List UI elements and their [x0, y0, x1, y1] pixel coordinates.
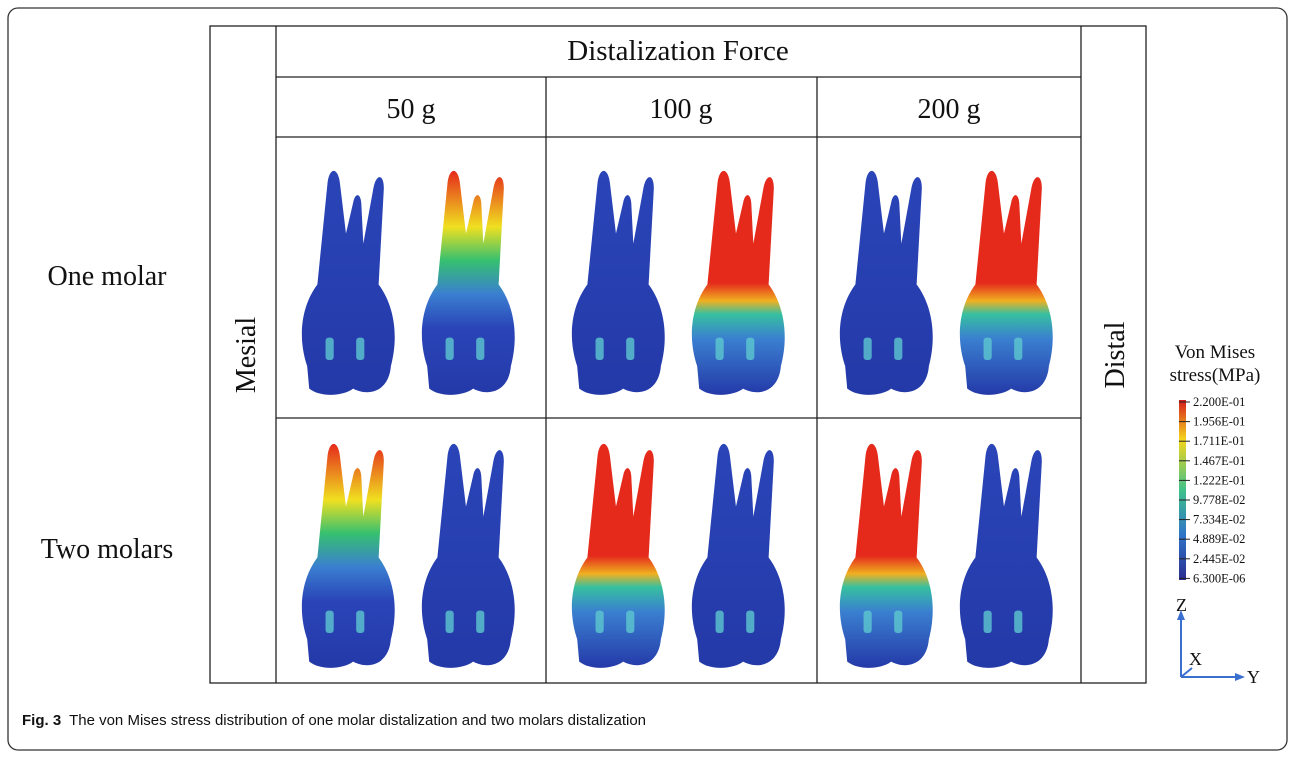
caption-label: Fig. 3	[22, 712, 61, 729]
caption: Fig. 3 The von Mises stress distribution…	[22, 712, 646, 729]
tooth	[572, 444, 665, 668]
axis-label: Z	[1176, 595, 1187, 615]
colorbar-label: 1.222E-01	[1193, 473, 1245, 487]
axis-label: Y	[1247, 667, 1260, 687]
column-header: 200 g	[918, 94, 981, 125]
colorbar-label: 2.200E-01	[1193, 395, 1245, 409]
colorbar-label: 1.467E-01	[1193, 454, 1245, 468]
axes-icon	[1177, 610, 1245, 681]
left-label: Mesial	[231, 317, 262, 393]
axis-label: X	[1189, 649, 1202, 669]
column-header: 100 g	[650, 94, 713, 125]
table-header: Distalization Force	[567, 35, 788, 67]
tooth-images	[302, 171, 1053, 668]
tooth	[302, 171, 395, 395]
colorbar-label: 2.445E-02	[1193, 552, 1245, 566]
legend-title: stress(MPa)	[1170, 365, 1261, 386]
colorbar-label: 6.300E-06	[1193, 571, 1245, 585]
column-header: 50 g	[387, 94, 436, 125]
colorbar-label: 1.711E-01	[1193, 434, 1245, 448]
colorbar-label: 4.889E-02	[1193, 532, 1245, 546]
colorbar	[1179, 400, 1186, 580]
caption-text: The von Mises stress distribution of one…	[69, 712, 646, 729]
tooth	[572, 171, 665, 395]
tooth	[692, 444, 785, 668]
legend-title: Von Mises	[1175, 342, 1255, 363]
row-header: Two molars	[41, 534, 174, 565]
tooth	[302, 444, 395, 668]
colorbar-label: 9.778E-02	[1193, 493, 1245, 507]
colorbar-label: 1.956E-01	[1193, 415, 1245, 429]
row-header: One molar	[48, 261, 168, 292]
tooth	[840, 444, 933, 668]
figure: Distalization Force Mesial Distal Von Mi…	[0, 0, 1295, 758]
tooth	[960, 171, 1053, 395]
tooth	[840, 171, 933, 395]
tooth	[960, 444, 1053, 668]
colorbar-label: 7.334E-02	[1193, 513, 1245, 527]
tooth	[692, 171, 785, 395]
right-label: Distal	[1100, 321, 1131, 388]
tooth	[422, 171, 515, 395]
tooth	[422, 444, 515, 668]
